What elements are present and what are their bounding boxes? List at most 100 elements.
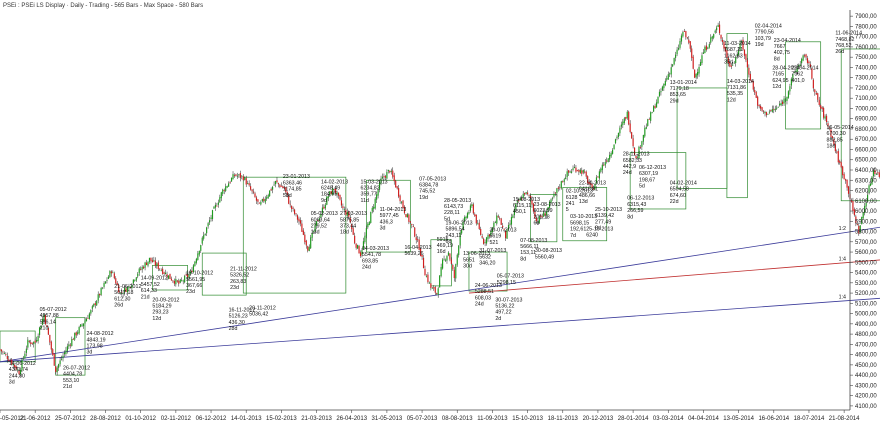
swing-annotation-line: 277,49 <box>595 219 611 225</box>
candle-body <box>215 205 216 208</box>
candle-body <box>383 176 384 177</box>
candle-body <box>58 364 59 368</box>
swing-annotation-line: 535,35 <box>727 91 743 97</box>
candle-body <box>682 32 683 36</box>
price-tick-label: 4100,00 <box>855 404 877 410</box>
date-tick-label: 01-10-2012 <box>125 416 156 422</box>
swing-annotation-line: 22d <box>670 199 679 205</box>
candle-body <box>140 269 141 270</box>
candle-body <box>619 128 620 134</box>
swing-annotation-line: 25-10-2013 <box>595 207 622 213</box>
swing-annotation-line: 263,83 <box>230 279 246 285</box>
candle-body <box>477 224 478 225</box>
candle-body <box>712 36 713 38</box>
candle-body <box>7 356 8 359</box>
candle-body <box>80 324 81 326</box>
candle-body <box>766 112 767 115</box>
candle-body <box>438 288 439 295</box>
candle-body <box>241 176 242 177</box>
candle-body <box>509 224 510 225</box>
candle-body <box>79 327 80 333</box>
candle-body <box>112 272 113 273</box>
candle-body <box>369 222 370 225</box>
price-tick-label: 7100,00 <box>855 96 877 102</box>
swing-annotation-line: 18d <box>340 230 349 236</box>
swing-annotation-line: 14-09-2012 <box>141 276 168 282</box>
candle-body <box>761 107 762 111</box>
candle-body <box>208 223 209 226</box>
candle-body <box>386 172 387 179</box>
swing-annotation-line: 5915 <box>437 237 449 243</box>
candle-body <box>848 186 849 193</box>
candle-body <box>786 97 787 101</box>
swing-annotation-line: 7d <box>570 233 576 239</box>
candle-body <box>763 111 764 112</box>
swing-annotation-line: 8d <box>774 56 780 62</box>
swing-annotation-line: 16-04-2013 <box>404 245 431 251</box>
date-tick-label: 21-08-2014 <box>829 416 860 422</box>
swing-annotation-line: 612,30 <box>114 296 130 302</box>
candle-body <box>526 192 527 194</box>
candle-body <box>184 276 185 282</box>
swing-annotation-line: 11-03-2014 <box>724 41 751 47</box>
candle-body <box>465 217 466 219</box>
candle-body <box>108 277 109 279</box>
candle-body <box>246 178 247 184</box>
candle-body <box>275 181 276 184</box>
candle-body <box>98 294 99 301</box>
candle-body <box>433 287 434 288</box>
candle-body <box>5 354 6 355</box>
swing-annotation-line: 5639,26 <box>404 251 423 257</box>
candle-body <box>408 214 409 221</box>
swing-annotation-line: 21d <box>63 384 72 390</box>
swing-annotation-line: 469,19 <box>437 243 453 249</box>
candle-body <box>877 172 878 173</box>
swing-annotation-line: 173,98 <box>86 344 102 350</box>
candle-body <box>230 182 231 183</box>
swing-annotation-line: 7687,21 <box>724 47 743 53</box>
trendline-label: 1:2 <box>839 226 846 232</box>
candle-body <box>656 102 657 107</box>
candle-body <box>244 178 245 180</box>
candle-body <box>499 218 500 219</box>
candle-body <box>212 210 213 219</box>
candle-body <box>134 280 135 281</box>
swing-annotation-line: 30-07-2013 <box>489 228 516 234</box>
candle-body <box>307 246 308 250</box>
price-tick-label: 6200,00 <box>855 189 877 195</box>
swing-annotation-line: 6128 <box>566 195 578 201</box>
swing-annotation-line: 23-01-2013 <box>283 174 310 180</box>
candle-body <box>364 236 365 242</box>
swing-annotation-line: 35d <box>724 59 733 65</box>
swing-annotation-line: 402,75 <box>774 50 790 56</box>
candle-body <box>659 92 660 96</box>
candle-body <box>773 109 774 110</box>
candle-body <box>452 265 453 269</box>
candle-body <box>23 358 24 359</box>
candle-body <box>846 180 847 188</box>
swing-annotation-line: 5698,15 <box>570 220 589 226</box>
swing-annotation-line: 5561,95 <box>186 277 205 283</box>
candle-body <box>820 105 821 108</box>
price-tick-label: 4500,00 <box>855 363 877 369</box>
swing-annotation-line: 23-04-2014 <box>774 38 801 44</box>
candle-body <box>688 40 689 43</box>
swing-annotation-line: 19d <box>419 195 428 201</box>
candle-body <box>150 258 151 261</box>
candle-body <box>291 206 292 209</box>
candle-body <box>196 259 197 263</box>
candle-body <box>473 204 474 213</box>
swing-annotation-line: 6315,43 <box>627 202 646 208</box>
candle-body <box>823 108 824 118</box>
candle-body <box>565 178 566 180</box>
swing-annotation-line: 12d <box>772 84 781 90</box>
price-tick-label: 4800,00 <box>855 332 877 338</box>
candle-body <box>243 176 244 180</box>
candle-body <box>26 349 27 353</box>
candle-body <box>234 175 235 176</box>
candle-body <box>389 171 390 173</box>
swing-annotation-line: 6143,73 <box>444 204 463 210</box>
candle-body <box>227 186 228 187</box>
swing-annotation-line: 241 <box>566 201 575 207</box>
